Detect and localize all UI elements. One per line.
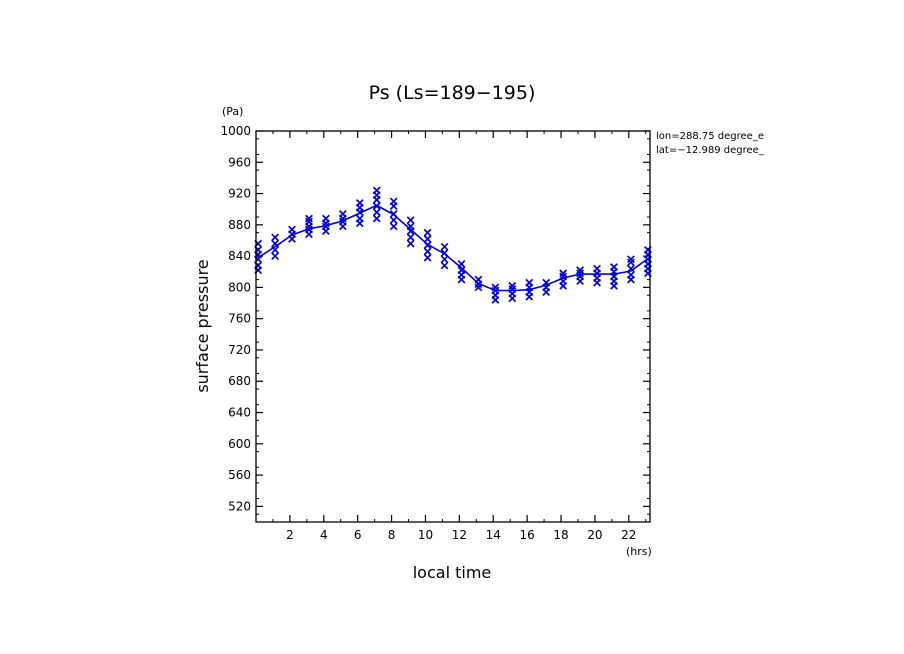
y-axis-label: surface pressure (193, 259, 212, 392)
x-tick-label: 14 (486, 528, 501, 542)
annotation-lon: lon=288.75 degree_e (656, 131, 764, 142)
scatter-point (593, 264, 601, 273)
scatter-point (406, 239, 415, 248)
y-tick-label: 520 (228, 499, 251, 513)
scatter-point (271, 252, 279, 261)
y-tick-label: 840 (228, 249, 251, 263)
y-tick-label: 760 (228, 312, 251, 326)
y-tick-label: 560 (228, 468, 251, 482)
y-tick-label: 600 (228, 437, 251, 451)
y-tick-label: 800 (228, 280, 251, 294)
scatter-point (457, 266, 466, 275)
scatter-point (406, 233, 415, 242)
x-unit-label: (hrs) (626, 545, 652, 558)
plot-frame (255, 130, 651, 523)
scatter-point (423, 228, 432, 237)
scatter-markers (254, 186, 652, 304)
x-tick-label: 16 (519, 528, 534, 542)
y-tick-label: 640 (228, 406, 251, 420)
scatter-point (610, 263, 618, 271)
scatter-point (525, 278, 534, 287)
y-unit-label: (Pa) (222, 105, 243, 118)
x-tick-label: 10 (418, 528, 433, 542)
y-tick-label: 680 (228, 374, 251, 388)
chart-title: Ps (Ls=189−195) (369, 82, 536, 104)
x-axis-label: local time (413, 563, 492, 582)
annotation-lat: lat=−12.989 degree_ (656, 145, 765, 156)
scatter-point (355, 199, 364, 207)
scatter-point (389, 222, 398, 231)
scatter-point (627, 258, 635, 267)
scatter-point (389, 216, 398, 225)
scatter-point (355, 214, 364, 223)
scatter-point (372, 214, 381, 223)
scatter-point (423, 253, 432, 262)
scatter-point (305, 217, 313, 226)
y-tick-label: 920 (228, 187, 251, 201)
scatter-point (423, 247, 432, 256)
x-tick-label: 4 (320, 528, 328, 542)
x-tick-label: 22 (621, 528, 636, 542)
y-tick-label: 720 (228, 343, 251, 357)
scatter-point (372, 208, 381, 217)
x-tick-label: 18 (553, 528, 568, 542)
scatter-point (372, 186, 381, 195)
scatter-point (322, 214, 330, 223)
scatter-point (559, 269, 568, 278)
scatter-point (627, 270, 635, 279)
y-tick-label: 1000 (220, 124, 251, 138)
y-tick-label: 880 (228, 218, 251, 232)
axis-ticks: 520 560 600 640 680 720 760 800 840 880 920 960 1000… (220, 124, 650, 542)
x-tick-label: 20 (587, 528, 602, 542)
scatter-point (440, 255, 449, 264)
x-tick-label: 8 (388, 528, 396, 542)
scatter-point (389, 197, 398, 206)
scatter-point (508, 281, 517, 290)
scatter-point (271, 233, 279, 242)
x-tick-label: 6 (354, 528, 362, 542)
scatter-point (305, 214, 313, 223)
scatter-point (423, 235, 432, 243)
x-tick-label: 2 (286, 528, 294, 542)
scatter-point (406, 216, 415, 225)
scatter-point (338, 209, 347, 218)
x-tick-label: 12 (452, 528, 467, 542)
scatter-point (627, 255, 635, 264)
scatter-point (440, 261, 449, 270)
y-tick-label: 960 (228, 155, 251, 169)
series-line (257, 204, 649, 292)
scatter-point (576, 266, 584, 275)
scatter-point (288, 225, 296, 234)
scatter-point (440, 242, 449, 251)
